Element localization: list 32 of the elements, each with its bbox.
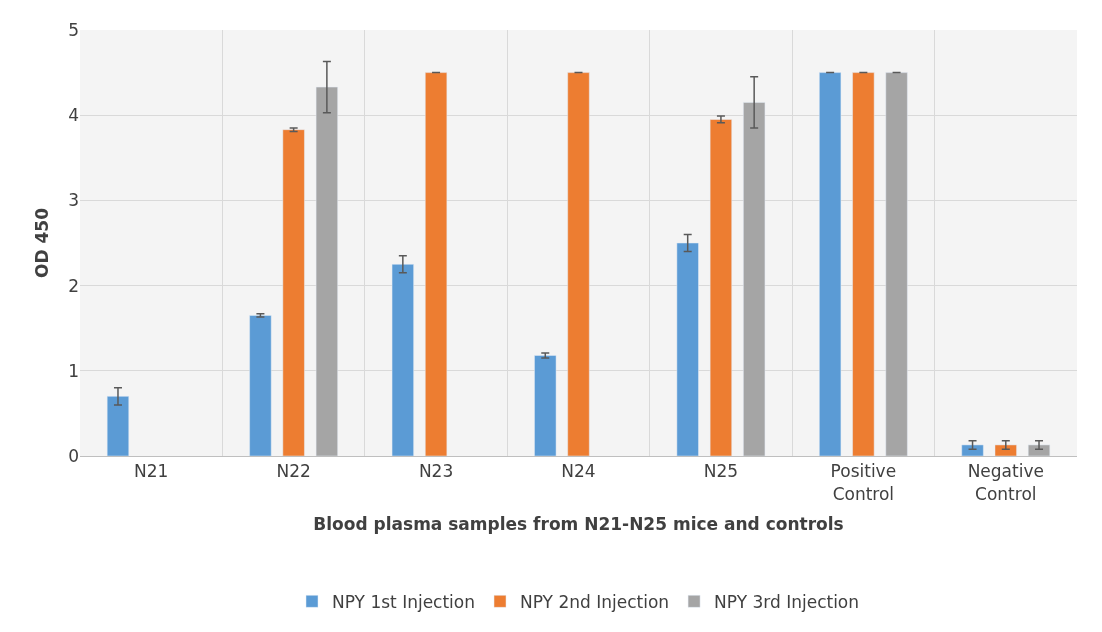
bar [852,72,875,456]
bar [282,129,305,456]
x-tick-label: N25 [703,461,739,482]
x-tick-label: N22 [276,461,311,482]
x-tick-label: Negative Control [967,461,1044,504]
bar [885,72,908,456]
legend-label: NPY 1st Injection [332,591,476,612]
legend-label: NPY 2nd Injection [520,591,670,612]
y-tick-label: 3 [68,190,79,211]
bar [709,119,732,456]
y-tick-label: 5 [68,19,79,40]
bar [106,396,130,456]
bar [819,72,842,456]
legend-label: NPY 3rd Injection [714,591,860,612]
x-tick-label: N24 [561,461,596,482]
x-tick-label: Positive Control [830,461,897,504]
bar [534,355,557,456]
y-axis-title: OD 450 [31,207,52,278]
bar [743,102,766,456]
x-tick-label: N21 [134,461,169,482]
y-tick-label: 2 [68,275,79,296]
bar [391,264,414,456]
y-tick-label: 1 [68,360,79,381]
bar [567,72,590,456]
y-tick-label: 4 [68,105,79,126]
x-tick-label: N23 [418,461,454,482]
x-axis-title: Blood plasma samples from N21-N25 mice and controls [313,513,844,534]
bar [676,242,699,456]
bar [249,315,272,456]
bar [315,86,338,456]
y-tick-label: 0 [68,445,79,466]
bar [425,72,448,456]
